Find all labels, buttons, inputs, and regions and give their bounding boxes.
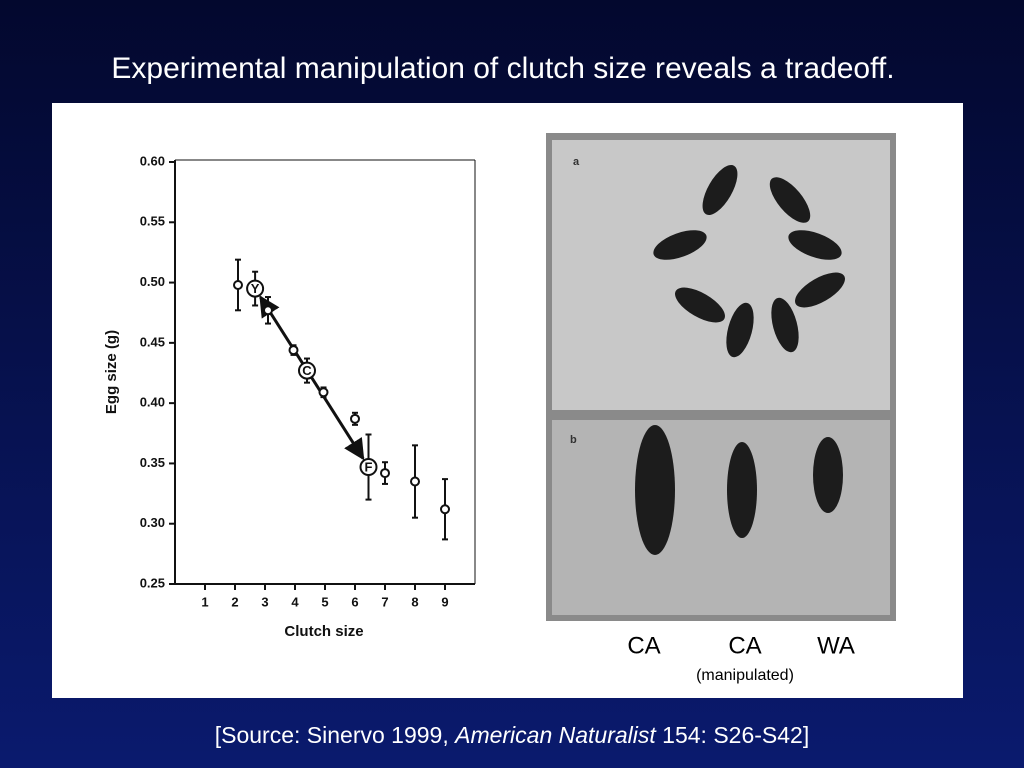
y-tick-label: 0.55 — [140, 214, 165, 229]
photo-panel-label: a — [573, 156, 580, 168]
x-tick-label: 7 — [381, 594, 388, 609]
x-tick-label: 2 — [231, 594, 238, 609]
point-label: Y — [251, 281, 260, 296]
x-tick-label: 4 — [291, 594, 299, 609]
y-tick-label: 0.40 — [140, 395, 165, 410]
source-text: 154: S26-S42] — [655, 722, 810, 748]
slide-title: Experimental manipulation of clutch size… — [111, 52, 894, 85]
point — [359, 458, 378, 477]
photo-label: CA — [728, 632, 761, 659]
point — [440, 504, 450, 515]
photo-label: CA — [627, 632, 660, 659]
point — [246, 279, 265, 298]
source-journal: American Naturalist — [455, 722, 656, 748]
x-tick-label: 9 — [441, 594, 448, 609]
point — [233, 279, 243, 290]
y-tick-label: 0.25 — [140, 575, 165, 590]
x-tick-label: 6 — [351, 594, 358, 609]
x-tick-label: 3 — [261, 594, 268, 609]
point — [318, 387, 329, 398]
y-tick-label: 0.30 — [140, 515, 165, 530]
point — [288, 345, 299, 356]
source: [Source: Sinervo 1999, American Naturali… — [0, 722, 1024, 749]
y-tick-label: 0.35 — [140, 455, 165, 470]
x-tick-label: 1 — [201, 594, 208, 609]
point — [350, 413, 360, 424]
photo-note: (manipulated) — [696, 667, 794, 684]
photo-panel-label: b — [570, 434, 577, 446]
point — [298, 361, 316, 380]
y-axis-label: Egg size (g) — [103, 330, 120, 414]
photo-label: WA — [817, 632, 855, 659]
source-text: [Source: Sinervo 1999, — [214, 722, 456, 748]
y-tick-label: 0.45 — [140, 334, 165, 349]
photo: a b — [546, 133, 896, 621]
y-tick-label: 0.50 — [140, 274, 165, 289]
point-label: C — [302, 363, 312, 378]
x-axis-label: Clutch size — [284, 623, 363, 640]
x-tick-label: 5 — [321, 594, 328, 609]
plot: 0.25 0.30 0.35 0.40 0.45 0.50 0.55 0.60 1 2 3 4 5 6 7 8… — [140, 153, 450, 609]
point — [263, 305, 273, 316]
point-label: F — [365, 459, 373, 474]
x-tick-label: 8 — [411, 594, 418, 609]
point — [410, 476, 420, 487]
y-tick-label: 0.60 — [140, 153, 165, 168]
point — [380, 468, 390, 479]
